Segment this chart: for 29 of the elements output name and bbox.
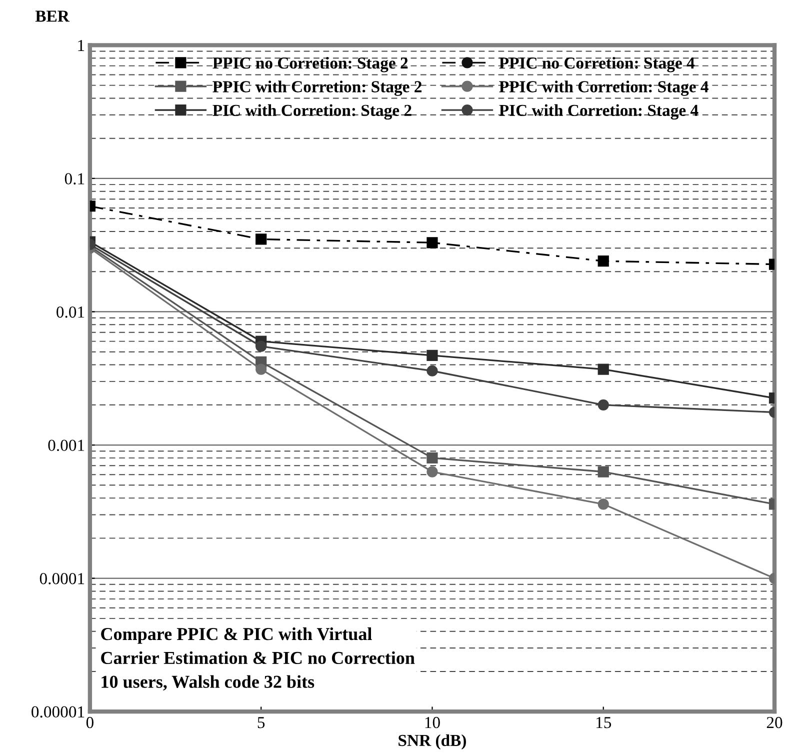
point xyxy=(426,452,438,464)
legend-label: PIC with Corretion: Stage 4 xyxy=(499,104,698,120)
annotation: Compare PPIC & PIC with Virtual Carrier Estimation & PIC no Correction 10 users, Walsh code 32 bits xyxy=(101,627,415,691)
x-axis-title: SNR (dB) xyxy=(398,734,466,750)
x-tick-label: 20 xyxy=(766,716,782,728)
point xyxy=(256,234,267,245)
y-tick-label: 0.001 xyxy=(48,440,84,452)
point xyxy=(426,237,438,248)
point xyxy=(256,340,267,352)
x-tick-label: 5 xyxy=(258,717,265,728)
point xyxy=(598,364,609,375)
point xyxy=(598,498,609,510)
y-tick-label: 0.0001 xyxy=(40,573,84,584)
y-tick-label: 0.1 xyxy=(64,173,84,184)
point xyxy=(426,466,438,478)
legend-label: PIC with Corretion: Stage 2 xyxy=(212,104,412,120)
point xyxy=(598,466,609,478)
x-tick-label: 15 xyxy=(596,717,612,728)
point xyxy=(426,350,438,361)
y-tick-label: 0.00001 xyxy=(32,706,84,718)
y-axis-title: BER xyxy=(35,10,70,22)
x-tick-label: 0 xyxy=(86,716,94,728)
y-tick-label: 0.01 xyxy=(56,306,84,318)
x-tick-label: 10 xyxy=(425,716,440,728)
y-tick-label: 1 xyxy=(78,40,84,51)
point xyxy=(598,256,609,267)
point xyxy=(256,364,267,375)
point xyxy=(426,365,438,376)
point xyxy=(598,399,609,410)
